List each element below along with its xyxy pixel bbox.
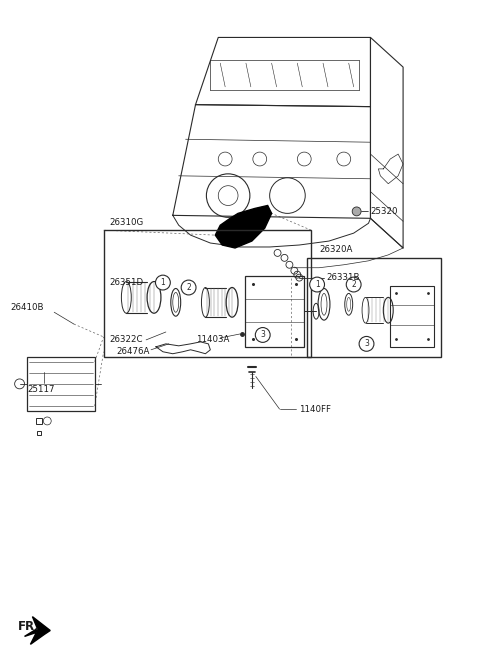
Text: 26322C: 26322C	[109, 336, 143, 344]
Circle shape	[156, 275, 170, 290]
Bar	[104, 230, 311, 357]
Circle shape	[346, 277, 361, 292]
Text: 25320: 25320	[371, 207, 398, 216]
Circle shape	[359, 336, 374, 352]
Text: 26310G: 26310G	[109, 218, 144, 227]
Bar	[390, 285, 434, 347]
Polygon shape	[216, 205, 272, 248]
Polygon shape	[24, 617, 50, 644]
Circle shape	[352, 207, 361, 216]
Text: 3: 3	[364, 340, 369, 348]
Text: 1: 1	[160, 278, 165, 287]
Text: 26351D: 26351D	[109, 278, 144, 287]
Circle shape	[181, 280, 196, 295]
Text: 11403A: 11403A	[195, 336, 229, 344]
Text: 1140FF: 1140FF	[300, 404, 331, 414]
Text: 26476A: 26476A	[117, 348, 150, 356]
Bar	[27, 357, 95, 411]
Bar	[307, 258, 441, 357]
Text: 1: 1	[315, 280, 320, 289]
Text: 26320A: 26320A	[319, 246, 352, 254]
Text: 2: 2	[186, 283, 191, 292]
Text: 2: 2	[351, 280, 356, 289]
Text: FR.: FR.	[18, 620, 40, 633]
Circle shape	[255, 328, 270, 342]
Circle shape	[310, 277, 324, 292]
Text: 3: 3	[260, 330, 265, 340]
Text: 26331B: 26331B	[326, 273, 360, 282]
Text: 26410B: 26410B	[11, 303, 44, 312]
Text: 25117: 25117	[27, 385, 55, 394]
Bar	[245, 275, 304, 347]
